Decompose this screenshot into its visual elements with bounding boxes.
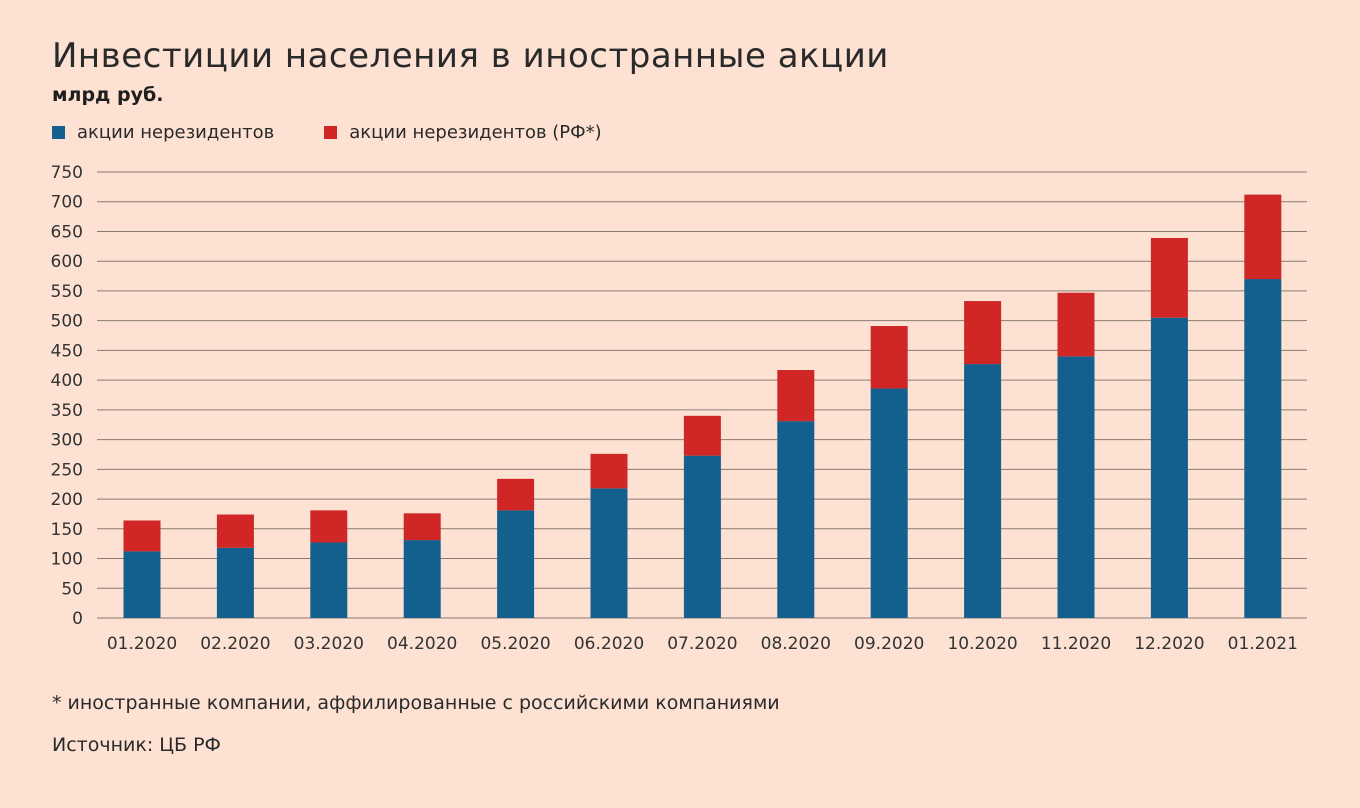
bar-06.2020-series-2: [590, 453, 628, 489]
y-tick-label-700: 700: [51, 193, 83, 213]
y-tick-label-250: 250: [51, 460, 83, 480]
y-tick-label-600: 600: [51, 252, 83, 272]
legend-label-nonresident-rf: акции нерезидентов (РФ*): [349, 122, 602, 143]
y-tick-label-550: 550: [51, 282, 83, 302]
y-tick-label-650: 650: [51, 222, 83, 242]
chart-source: Источник: ЦБ РФ: [52, 734, 221, 756]
bar-02.2020-series-2: [216, 514, 254, 548]
y-tick-label-150: 150: [51, 520, 83, 540]
y-tick-label-100: 100: [51, 550, 83, 570]
bar-05.2020-series-2: [497, 478, 535, 511]
x-tick-label-06.2020: 06.2020: [574, 634, 644, 654]
x-tick-label-05.2020: 05.2020: [480, 634, 550, 654]
chart-legend: акции нерезидентов акции нерезидентов (Р…: [52, 122, 652, 143]
bar-12.2020-series-1: [1150, 317, 1188, 618]
bar-04.2020-series-1: [403, 540, 441, 618]
x-tick-label-08.2020: 08.2020: [761, 634, 831, 654]
bar-04.2020-series-2: [403, 513, 441, 541]
x-tick-label-07.2020: 07.2020: [667, 634, 737, 654]
y-tick-label-450: 450: [51, 341, 83, 361]
legend-swatch-nonresident: [52, 126, 65, 139]
bar-01.2021-series-1: [1244, 279, 1282, 618]
bar-09.2020-series-1: [870, 388, 908, 618]
legend-item-nonresident: акции нерезидентов: [52, 122, 274, 143]
x-tick-label-01.2021: 01.2021: [1228, 634, 1298, 654]
y-tick-label-0: 0: [72, 609, 83, 629]
y-tick-label-300: 300: [51, 431, 83, 451]
bar-05.2020-series-1: [497, 510, 535, 618]
bar-11.2020-series-1: [1057, 356, 1095, 618]
bar-10.2020-series-1: [964, 364, 1002, 618]
bar-03.2020-series-2: [310, 510, 348, 543]
y-tick-label-400: 400: [51, 371, 83, 391]
x-tick-label-11.2020: 11.2020: [1041, 634, 1111, 654]
chart-footnote: * иностранные компании, аффилированные с…: [52, 692, 780, 714]
bar-12.2020-series-2: [1150, 238, 1188, 318]
legend-swatch-nonresident-rf: [324, 126, 338, 139]
bar-07.2020-series-2: [683, 415, 721, 456]
legend-label-nonresident: акции нерезидентов: [77, 122, 275, 143]
x-tick-label-10.2020: 10.2020: [947, 634, 1017, 654]
bar-01.2020-series-2: [123, 520, 161, 552]
y-tick-label-200: 200: [51, 490, 83, 510]
x-tick-label-09.2020: 09.2020: [854, 634, 924, 654]
bar-10.2020-series-2: [964, 301, 1002, 365]
x-tick-label-03.2020: 03.2020: [294, 634, 364, 654]
bar-11.2020-series-2: [1057, 292, 1095, 357]
x-tick-label-04.2020: 04.2020: [387, 634, 457, 654]
bar-06.2020-series-1: [590, 488, 628, 618]
bar-01.2020-series-1: [123, 551, 161, 618]
x-tick-label-01.2020: 01.2020: [107, 634, 177, 654]
bar-02.2020-series-1: [216, 547, 254, 618]
chart-subtitle: млрд руб.: [52, 84, 164, 106]
bar-08.2020-series-1: [777, 421, 815, 618]
bar-01.2021-series-2: [1244, 194, 1282, 280]
bar-07.2020-series-1: [683, 455, 721, 618]
bar-09.2020-series-2: [870, 326, 908, 389]
y-tick-label-50: 50: [61, 579, 83, 599]
y-tick-label-500: 500: [51, 312, 83, 332]
y-tick-label-350: 350: [51, 401, 83, 421]
chart-title: Инвестиции населения в иностранные акции: [52, 36, 889, 76]
bar-08.2020-series-2: [777, 370, 815, 422]
y-tick-label-750: 750: [51, 163, 83, 183]
x-tick-label-12.2020: 12.2020: [1134, 634, 1204, 654]
legend-item-nonresident-rf: акции нерезидентов (РФ*): [324, 122, 602, 143]
x-tick-label-02.2020: 02.2020: [200, 634, 270, 654]
bar-03.2020-series-1: [310, 542, 348, 618]
